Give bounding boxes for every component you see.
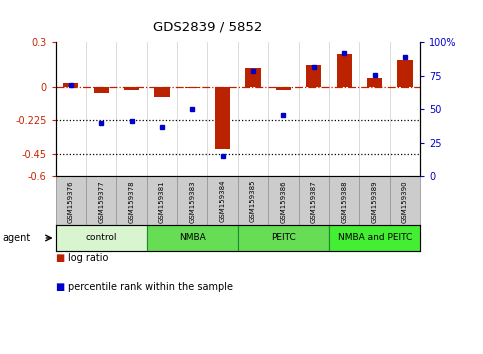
Text: log ratio: log ratio	[68, 253, 108, 263]
Bar	[185, 87, 200, 88]
Bar	[94, 87, 109, 93]
Text: GSM159376: GSM159376	[68, 180, 74, 223]
Bar	[208, 176, 238, 225]
Text: GSM159390: GSM159390	[402, 180, 408, 223]
Text: NMBA: NMBA	[179, 234, 206, 242]
Text: GSM159386: GSM159386	[281, 180, 286, 223]
Bar	[63, 82, 78, 87]
Bar	[215, 87, 230, 149]
Text: PEITC: PEITC	[271, 234, 296, 242]
Text: GSM159377: GSM159377	[98, 180, 104, 223]
Bar	[329, 225, 420, 251]
Bar	[147, 225, 238, 251]
Text: GSM159385: GSM159385	[250, 180, 256, 222]
Bar	[390, 176, 420, 225]
Bar	[398, 60, 412, 87]
Bar	[329, 176, 359, 225]
Bar	[177, 176, 208, 225]
Text: GDS2839 / 5852: GDS2839 / 5852	[153, 21, 262, 34]
Bar	[337, 55, 352, 87]
Text: GSM159387: GSM159387	[311, 180, 317, 223]
Bar	[154, 87, 170, 97]
Bar	[86, 176, 116, 225]
Bar	[238, 225, 329, 251]
Text: agent: agent	[2, 233, 30, 243]
Text: GSM159389: GSM159389	[371, 180, 378, 223]
Text: percentile rank within the sample: percentile rank within the sample	[68, 282, 233, 292]
Text: GSM159388: GSM159388	[341, 180, 347, 223]
Bar	[238, 176, 268, 225]
Bar	[298, 176, 329, 225]
Text: GSM159384: GSM159384	[220, 180, 226, 222]
Bar	[147, 176, 177, 225]
Text: ■: ■	[56, 282, 65, 292]
Bar	[245, 68, 261, 87]
Bar	[124, 87, 139, 90]
Text: ■: ■	[56, 253, 65, 263]
Bar	[276, 87, 291, 90]
Bar	[359, 176, 390, 225]
Bar	[56, 176, 86, 225]
Bar	[268, 176, 298, 225]
Text: GSM159381: GSM159381	[159, 180, 165, 223]
Text: NMBA and PEITC: NMBA and PEITC	[338, 234, 412, 242]
Bar	[56, 225, 147, 251]
Bar	[367, 78, 382, 87]
Bar	[306, 65, 322, 87]
Text: GSM159378: GSM159378	[128, 180, 135, 223]
Bar	[116, 176, 147, 225]
Text: GSM159383: GSM159383	[189, 180, 195, 223]
Text: control: control	[85, 234, 117, 242]
